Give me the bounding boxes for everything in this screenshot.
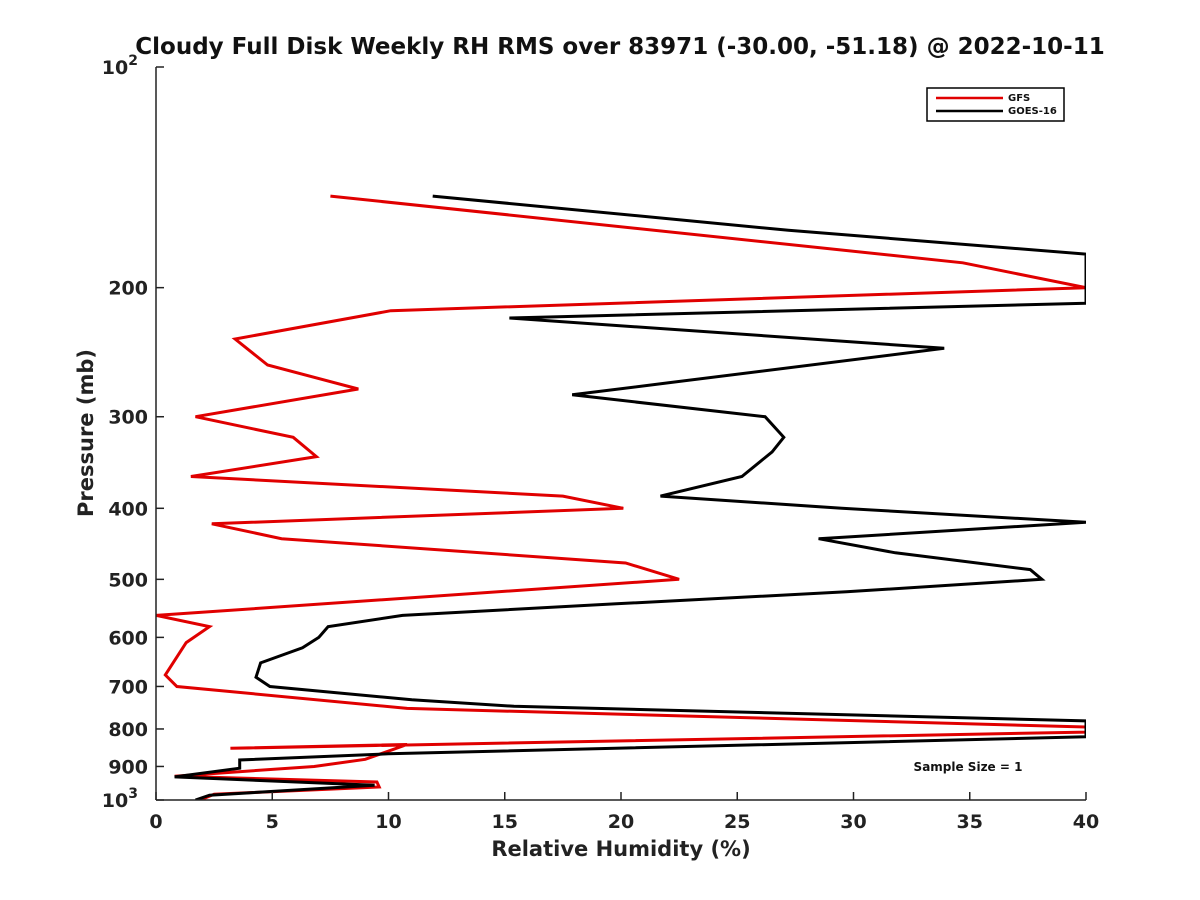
- legend-label-goes-16: GOES-16: [1008, 106, 1057, 117]
- y-tick-label-600: 600: [108, 627, 148, 649]
- x-tick-label-20: 20: [608, 811, 634, 833]
- x-tick-label-0: 0: [149, 811, 162, 833]
- x-tick-label-10: 10: [375, 811, 401, 833]
- x-axis-label: Relative Humidity (%): [491, 837, 750, 861]
- y-tick-label-300: 300: [108, 407, 148, 429]
- series-line-gfs: [156, 194, 1086, 800]
- x-tick-label-5: 5: [266, 811, 279, 833]
- x-tick-label-25: 25: [724, 811, 750, 833]
- x-tick-label-15: 15: [492, 811, 518, 833]
- legend-label-gfs: GFS: [1008, 93, 1030, 104]
- sample-size-annotation: Sample Size = 1: [914, 760, 1023, 774]
- x-tick-label-35: 35: [957, 811, 983, 833]
- x-tick-label-30: 30: [840, 811, 866, 833]
- y-tick-label-800: 800: [108, 719, 148, 741]
- y-tick-label-900: 900: [108, 756, 148, 778]
- y-tick-label-400: 400: [108, 498, 148, 520]
- series-line-goes-16: [174, 194, 1086, 800]
- y-tick-label-700: 700: [108, 676, 148, 698]
- y-tick-label-100: 102: [102, 53, 138, 79]
- y-tick-label-200: 200: [108, 278, 148, 300]
- x-tick-label-40: 40: [1073, 811, 1099, 833]
- chart-title: Cloudy Full Disk Weekly RH RMS over 8397…: [135, 34, 1104, 60]
- plot-area: 0 5 10 15 20 25 30 35 40 102 200 300 400 500 600 700 800…: [102, 53, 1099, 833]
- y-axis-label: Pressure (mb): [74, 349, 98, 517]
- y-tick-label-500: 500: [108, 569, 148, 591]
- legend: GFS GOES-16: [926, 87, 1065, 122]
- legend-box: [926, 87, 1065, 122]
- y-tick-label-1000: 103: [102, 786, 138, 812]
